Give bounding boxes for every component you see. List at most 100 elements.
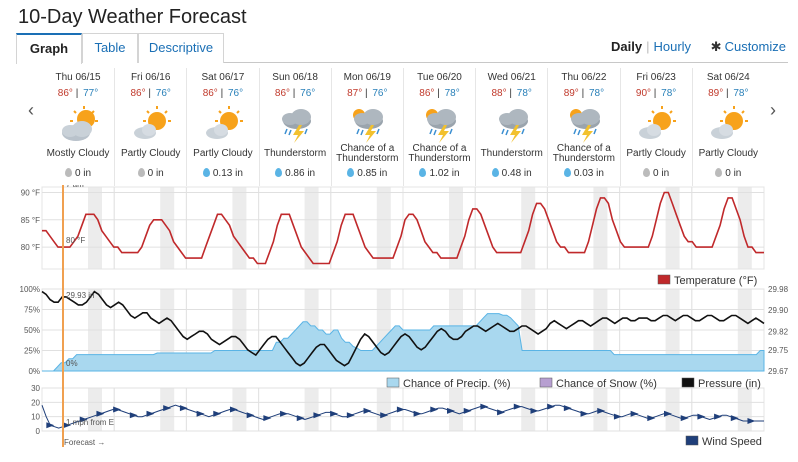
cursor-temp-label: 80 °F (66, 236, 85, 245)
chance-thunderstorm-icon (562, 103, 606, 143)
precip-legend-label: Chance of Precip. (%) (403, 378, 511, 390)
day-name: Sun 06/18 (272, 72, 318, 83)
night-shade (665, 388, 680, 431)
wind-arrow-icon (380, 412, 389, 419)
high-temp: 86° (202, 88, 218, 99)
condition-text: Chance of a Thunderstorm (336, 143, 399, 164)
forecast-graph[interactable]: 90 °F85 °F80 °F100%75%50%25%0%29.9829.90… (0, 185, 798, 462)
tab-graph[interactable]: Graph (16, 33, 82, 64)
hourly-link[interactable]: Hourly (653, 39, 692, 54)
prev-arrow-icon[interactable]: ‹ (28, 100, 34, 120)
day-column[interactable]: Sat 06/17 86° | 76° Partly Cloudy 0.13 in (186, 68, 258, 186)
thunderstorm-icon (490, 103, 534, 143)
precip-amount: 0 in (693, 168, 764, 179)
day-cell (113, 186, 187, 270)
wind-legend-label: Wind Speed (702, 436, 762, 448)
precip-amount: 0.86 in (260, 168, 331, 179)
night-shade (665, 187, 680, 269)
precip-value: 0 in (653, 168, 670, 179)
wind-arrow-icon (430, 406, 439, 413)
high-temp: 86° (130, 88, 146, 99)
day-name: Sat 06/24 (706, 72, 750, 83)
wind-arrow-icon (647, 415, 656, 422)
night-shade (88, 388, 102, 431)
mostly-cloudy-icon (56, 103, 100, 143)
day-temps: 86° | 76° (274, 88, 316, 99)
wind-arrow-icon (396, 406, 405, 413)
day-cell (619, 387, 693, 432)
day-cell (474, 387, 548, 432)
wind-arrow-icon (597, 407, 606, 414)
precip-amount: 0 in (115, 168, 186, 179)
high-temp: 89° (708, 88, 724, 99)
y-tick-label: 100% (20, 285, 40, 294)
day-column[interactable]: Tue 06/20 86° | 78° Chance of a Thundersto… (403, 68, 475, 186)
day-name: Fri 06/16 (130, 72, 171, 83)
day-column[interactable]: Wed 06/21 88° | 78° Thunderstorm 0.48 in (475, 68, 547, 186)
day-temps: 88° | 78° (491, 88, 532, 99)
day-column[interactable]: Thu 06/22 89° | 78° Chance of a Thundersto… (547, 68, 619, 186)
wind-arrow-icon (229, 406, 238, 413)
condition-text: Partly Cloudy (193, 148, 253, 159)
night-shade (304, 187, 319, 269)
night-shade (376, 388, 391, 431)
tab-table[interactable]: Table (82, 33, 138, 63)
snow-legend-swatch (539, 377, 553, 388)
day-column[interactable]: Fri 06/23 90° | 78° Partly Cloudy 0 in (619, 68, 692, 186)
wind-arrow-icon (79, 416, 88, 423)
precip-amount: 0.03 in (548, 168, 619, 179)
customize-button[interactable]: ✱ Customize (711, 39, 786, 55)
wind-arrow-icon (346, 412, 355, 419)
night-shade (449, 187, 463, 269)
night-shade (304, 388, 319, 431)
wind-arrow-icon (46, 422, 55, 429)
wind-arrow-icon (246, 412, 255, 419)
daily-link[interactable]: Daily (611, 39, 643, 54)
day-name: Wed 06/21 (487, 72, 536, 83)
snow-legend-label: Chance of Snow (%) (556, 378, 657, 390)
night-shade (521, 187, 536, 269)
tab-descriptive[interactable]: Descriptive (138, 33, 224, 63)
wind-arrow-icon (630, 410, 639, 417)
y-tick-label: 80 °F (21, 243, 40, 252)
thunderstorm-icon (273, 103, 317, 143)
wind-arrow-icon (96, 410, 105, 417)
wind-arrow-icon (63, 422, 72, 429)
low-temp: 77° (83, 88, 99, 99)
day-column[interactable]: Sat 06/24 89° | 78° Partly Cloudy 0 in (691, 68, 764, 186)
high-temp: 86° (419, 88, 435, 99)
day-cell (546, 186, 621, 270)
condition-text: Partly Cloudy (120, 148, 181, 159)
y-tick-label: 0 (36, 427, 41, 436)
next-arrow-icon[interactable]: › (770, 100, 776, 120)
day-column[interactable]: Mon 06/19 87° | 76° Chance of a Thundersto… (330, 68, 403, 186)
day-temps: 86° | 76° (130, 88, 171, 99)
condition-text: Partly Cloudy (698, 148, 759, 159)
forecast-label: Forecast → (64, 438, 105, 447)
day-temps: 87° | 76° (347, 88, 388, 99)
night-shade (737, 187, 752, 269)
wind-arrow-icon (363, 407, 372, 414)
day-cell (258, 387, 332, 432)
day-column[interactable]: Thu 06/15 86° | 77° Mostly Cloudy 0 in (42, 68, 114, 186)
day-column[interactable]: Fri 06/16 86° | 76° Partly Cloudy 0 in (114, 68, 186, 186)
day-temps: 86° | 76° (202, 88, 244, 99)
wind-arrow-icon (697, 413, 706, 420)
day-name: Thu 06/15 (55, 72, 101, 83)
day-cell (691, 387, 765, 432)
customize-label: Customize (724, 39, 786, 54)
day-cell (546, 387, 621, 432)
gear-icon: ✱ (710, 39, 722, 54)
day-column[interactable]: Sun 06/18 86° | 76° Thunderstorm 0.86 in (258, 68, 331, 186)
precip-amount: 0.48 in (476, 168, 547, 179)
y-tick-label: 25% (24, 347, 40, 356)
precip-value: 0.13 in (212, 168, 243, 179)
wind-arrow-icon (714, 413, 723, 420)
precip-value: 0 in (147, 168, 164, 179)
low-temp: 78° (661, 88, 677, 99)
y-tick-label: 50% (24, 326, 40, 335)
wind-arrow-icon (413, 410, 422, 417)
precip-amount: 0 in (621, 168, 692, 179)
precip-amount: 0.85 in (332, 168, 403, 179)
raindrop-icon (643, 168, 651, 177)
